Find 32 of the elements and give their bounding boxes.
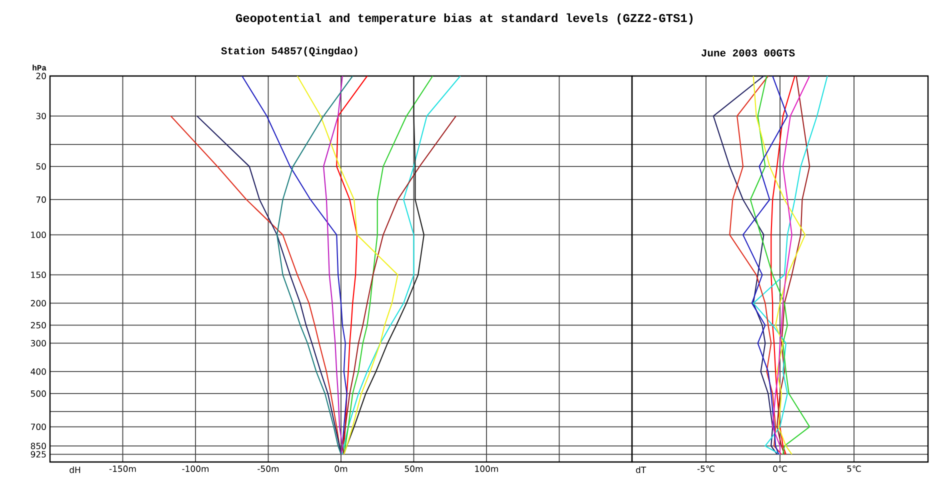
- y-tick-label: 700: [31, 424, 46, 430]
- y-tick-label: 70: [36, 196, 46, 203]
- line-series: [276, 76, 354, 455]
- y-tick-label: 250: [30, 322, 46, 328]
- y-tick-label: 400: [30, 368, 46, 375]
- x-tick-label: -150m: [109, 466, 136, 472]
- x-axis-title: dT: [636, 466, 646, 474]
- x-tick-label: 0℃: [773, 466, 787, 472]
- x-tick-label: 0m: [334, 466, 348, 472]
- y-tick-label: 20: [36, 72, 46, 80]
- y-tick-label: 50: [36, 163, 46, 170]
- chart-subtitle: Station 54857(Qingdao): [221, 46, 358, 56]
- x-tick-label: -100m: [182, 466, 209, 472]
- line-series: [196, 115, 342, 455]
- line-series: [296, 76, 398, 455]
- x-tick-label: 100m: [475, 466, 498, 472]
- x-tick-label: -50m: [258, 466, 279, 472]
- line-series: [322, 76, 344, 455]
- y-tick-label: 100: [31, 232, 46, 238]
- y-tick-label: 30: [36, 112, 46, 120]
- y-tick-label: 300: [30, 340, 46, 346]
- x-tick-label: 50m: [404, 466, 423, 472]
- y-tick-label: 850: [30, 442, 46, 450]
- y-tick-label: 925: [30, 451, 46, 458]
- x-axis-title: dH: [70, 466, 80, 474]
- chart-title: Geopotential and temperature bias at standard levels (GZZ2-GTS1): [236, 13, 693, 25]
- y-tick-label: 150: [31, 272, 46, 278]
- y-tick-label: 200: [30, 300, 46, 306]
- x-tick-label: -5℃: [697, 466, 714, 472]
- chart-subtitle: June 2003 00GTS: [701, 49, 795, 56]
- y-tick-label: 500: [30, 390, 46, 397]
- x-tick-label: 5℃: [847, 466, 861, 472]
